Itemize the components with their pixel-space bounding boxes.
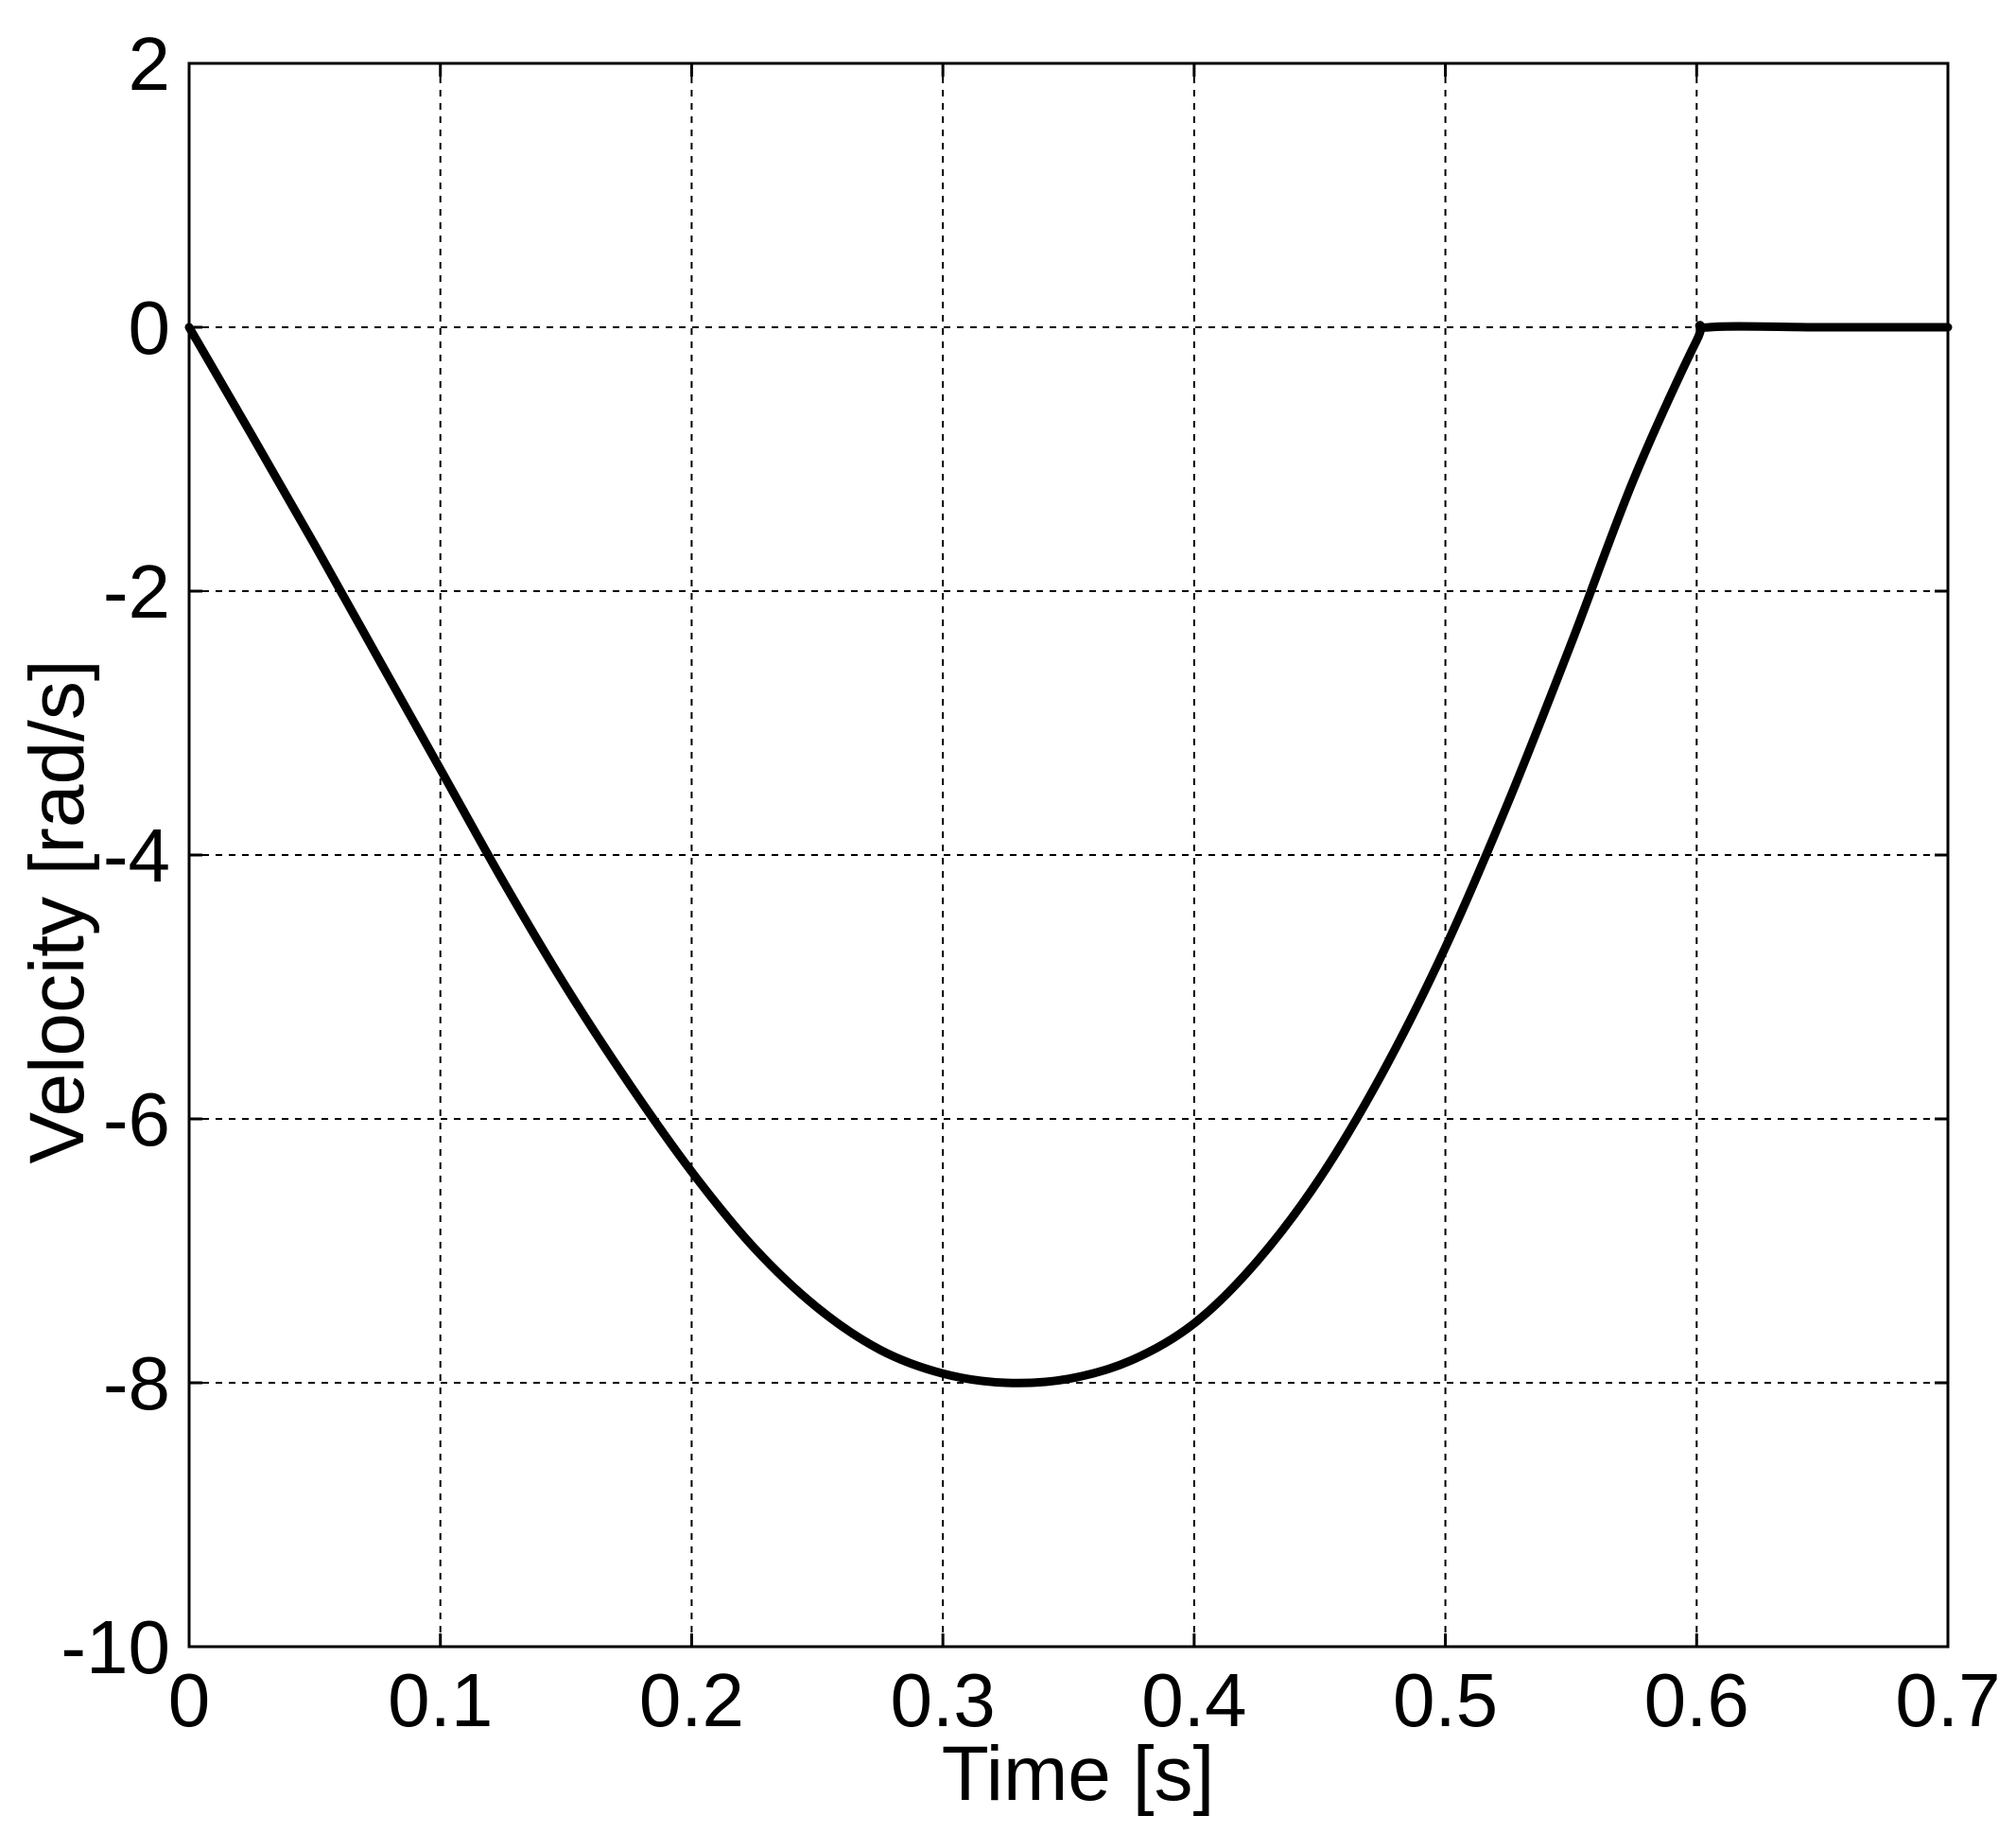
axis-ticks [187,61,1950,1649]
y-tick-labels: -10 -8 -6 -4 -2 0 2 [61,22,170,1689]
y-tick-label: 0 [129,286,171,370]
x-tick-label: 0.2 [639,1658,744,1742]
x-tick-label: 0.3 [891,1658,996,1742]
y-tick-label: -6 [103,1077,170,1161]
y-axis-title: Velocity [rad/s] [14,659,100,1163]
y-tick-label: 2 [129,22,171,106]
y-tick-label: -2 [103,550,170,634]
series-line [184,321,1953,1388]
x-tick-label: 0.4 [1141,1658,1246,1742]
y-tick-label: -8 [103,1341,170,1425]
x-tick-label: 0.6 [1644,1658,1749,1742]
y-tick-label: -10 [61,1605,170,1689]
x-tick-labels: 0 0.1 0.2 0.3 0.4 0.5 0.6 0.7 [168,1658,2001,1742]
x-tick-label: 0 [168,1658,211,1742]
grid-lines [189,63,1948,1647]
series-layer [184,321,1953,1388]
x-tick-label: 0.5 [1393,1658,1498,1742]
x-tick-label: 0.1 [388,1658,493,1742]
y-tick-label: -4 [103,813,170,898]
x-axis-title: Time [s] [942,1731,1215,1817]
x-tick-label: 0.7 [1895,1658,2000,1742]
